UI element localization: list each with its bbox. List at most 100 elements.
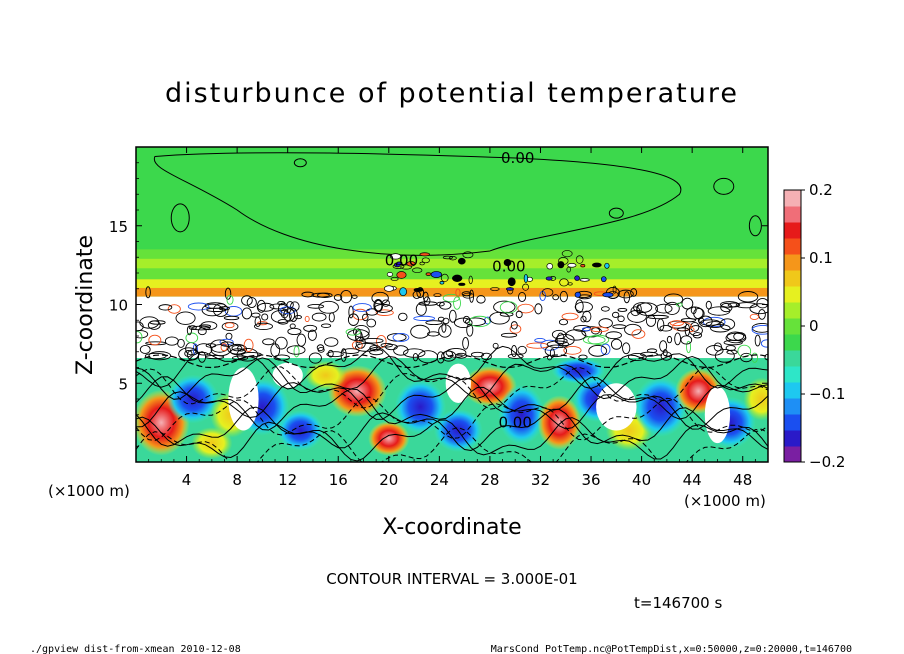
contour-mixed-286 — [241, 295, 253, 306]
colorbar-swatch-15 — [784, 222, 801, 239]
contour-mixed-180 — [186, 325, 192, 336]
contour-mixed-278 — [340, 348, 347, 362]
field-plume-3 — [596, 383, 637, 431]
x-tick-label-24: 24 — [430, 471, 449, 489]
contour-mixed-153 — [462, 336, 469, 350]
contour-mixed-194 — [580, 315, 587, 323]
contour-label-3: 0.00 — [492, 258, 525, 276]
contour-mixed-142 — [714, 348, 735, 363]
contour-mixed-86 — [371, 291, 389, 305]
footer-left: ./gpview_dist-from-xmean 2010-12-08 — [30, 644, 241, 654]
x-tick-label-40: 40 — [632, 471, 651, 489]
field-plume-2 — [445, 363, 471, 403]
contour-mixed-221 — [333, 294, 343, 301]
footer-right: MarsCond_PotTemp.nc@PotTempDist,x=0:5000… — [491, 644, 852, 654]
contour-mixed-30 — [534, 337, 546, 343]
contour-mixed-206 — [136, 321, 144, 332]
contour-mixed-150 — [582, 335, 606, 345]
x-tick-label-28: 28 — [480, 471, 499, 489]
contour-mixed-165 — [663, 293, 684, 306]
contour-mixed-228 — [243, 338, 254, 353]
contour-disturb-17 — [412, 267, 423, 274]
contour-mixed-135 — [316, 344, 325, 352]
contour-mixed-309 — [283, 308, 296, 322]
contour-mixed-257 — [345, 328, 361, 336]
contour-mixed-302 — [148, 334, 162, 346]
contour-mixed-131 — [632, 302, 653, 313]
contour-mixed-229 — [749, 303, 768, 315]
contour-disturb-25 — [413, 287, 424, 292]
contour-mixed-274 — [303, 324, 318, 332]
contour-mixed-307 — [720, 301, 739, 308]
contour-mixed-265 — [231, 345, 243, 352]
field-band-orange — [136, 287, 768, 297]
x-tick-label-32: 32 — [531, 471, 550, 489]
contour-mixed-234 — [224, 322, 235, 329]
contour-mixed-225 — [515, 310, 523, 319]
contour-mixed-260 — [366, 318, 377, 328]
contour-mixed-269 — [518, 292, 527, 302]
contour-mixed-103 — [610, 338, 623, 350]
contour-disturb-56 — [612, 285, 617, 294]
contour-label-4: 0.00 — [498, 414, 531, 432]
contour-upper-loop-4 — [293, 158, 307, 168]
y-tick-label-15: 15 — [109, 218, 128, 236]
contour-mixed-249 — [410, 324, 430, 339]
contour-mixed-166 — [455, 288, 461, 297]
field-band-yellow — [136, 279, 768, 289]
contour-disturb-39 — [384, 285, 395, 292]
contour-upper-loop-3 — [608, 207, 624, 219]
contour-mixed-284 — [453, 317, 473, 329]
contour-mixed-294 — [554, 338, 568, 344]
contour-mixed-97 — [725, 332, 747, 344]
contour-mixed-210 — [476, 295, 486, 304]
contour-disturb-5 — [574, 291, 581, 298]
contour-lower-5 — [136, 386, 768, 431]
contour-interval-text: CONTOUR INTERVAL = 3.000E-01 — [326, 570, 577, 588]
contour-mixed-214 — [270, 343, 281, 358]
contour-disturb-41 — [419, 261, 425, 266]
contour-mixed-127 — [352, 325, 370, 338]
contour-mixed-215 — [517, 303, 535, 314]
contour-mixed-61 — [692, 332, 703, 339]
contour-disturb-46 — [507, 277, 516, 287]
contour-mixed-231 — [544, 344, 568, 358]
contour-disturb-49 — [566, 266, 571, 273]
contour-upper-loop-5 — [748, 215, 762, 237]
contour-mixed-32 — [509, 324, 522, 334]
contour-mixed-301 — [760, 339, 768, 348]
contour-mixed-262 — [416, 287, 425, 298]
contour-disturb-36 — [396, 261, 403, 265]
contour-mixed-112 — [449, 309, 457, 323]
contour-mixed-270 — [195, 343, 213, 356]
contour-mixed-118 — [754, 334, 761, 347]
contour-mixed-261 — [226, 295, 234, 305]
contour-mixed-316 — [361, 337, 384, 344]
contour-mixed-181 — [705, 300, 712, 310]
colorbar-swatch-2 — [784, 430, 801, 447]
contour-mixed-271 — [438, 301, 452, 310]
contour-disturb-51 — [462, 292, 475, 299]
contour-mixed-202 — [612, 324, 627, 329]
contour-mixed-15 — [600, 343, 611, 356]
contour-mixed-200 — [288, 308, 298, 322]
contour-mixed-273 — [220, 341, 235, 347]
contour-disturb-7 — [433, 293, 442, 298]
contour-mixed-199 — [499, 301, 518, 314]
contour-disturb-38 — [592, 262, 602, 268]
contour-disturb-22 — [386, 272, 393, 277]
contour-label-2: 0.00 — [385, 251, 418, 269]
contour-mixed-121 — [425, 320, 443, 326]
contour-mixed-90 — [749, 313, 760, 321]
colorbar-tick-label-4: −0.1 — [809, 385, 845, 403]
contour-mixed-128 — [224, 287, 232, 300]
field-cell-7 — [368, 421, 410, 456]
contour-mixed-101 — [376, 334, 387, 349]
contour-mixed-238 — [561, 312, 579, 321]
contour-mixed-241 — [676, 302, 683, 307]
field-cell-15 — [633, 376, 688, 437]
contour-mixed-298 — [437, 316, 445, 322]
contour-mixed-266 — [707, 306, 731, 316]
contour-mixed-172 — [700, 319, 721, 326]
